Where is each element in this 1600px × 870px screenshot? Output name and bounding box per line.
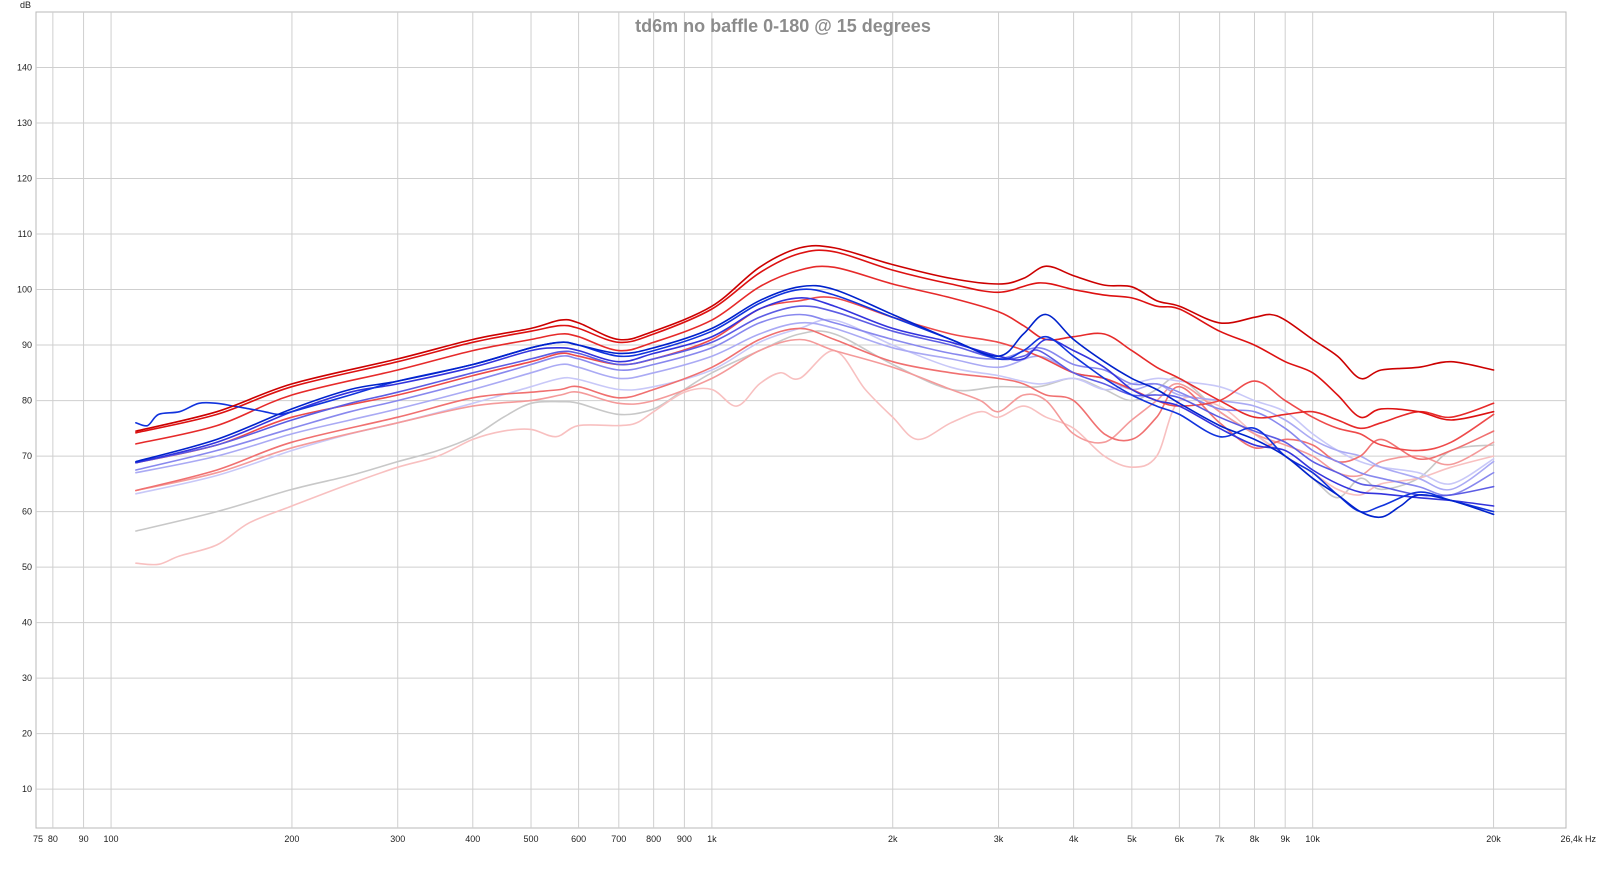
x-tick-label: 75	[33, 834, 43, 844]
y-tick-label: 80	[22, 396, 32, 406]
x-tick-label: 5k	[1127, 834, 1137, 844]
x-tick-label: 6k	[1175, 834, 1185, 844]
series-line	[135, 318, 1495, 495]
series-line	[135, 284, 1495, 519]
series-line	[135, 244, 1495, 432]
x-tick-label: 80	[48, 834, 58, 844]
series-line	[135, 338, 1495, 492]
x-tick-label: 700	[611, 834, 626, 844]
x-tick-label: 200	[284, 834, 299, 844]
y-axis-labels: 10 20 30 40 50 60 70 80 90 100 110 120 130 140	[17, 63, 32, 795]
x-tick-label: 800	[646, 834, 661, 844]
y-tick-label: 40	[22, 618, 32, 628]
x-tick-label: 26,4k Hz	[1560, 834, 1596, 844]
x-tick-label: 2k	[888, 834, 898, 844]
y-tick-label: 130	[17, 118, 32, 128]
x-tick-label: 4k	[1069, 834, 1079, 844]
y-axis-label: dB	[20, 0, 31, 10]
series-group	[135, 244, 1495, 566]
x-tick-label: 300	[390, 834, 405, 844]
x-tick-label: 8k	[1250, 834, 1260, 844]
x-tick-label: 100	[104, 834, 119, 844]
x-axis-labels: 75 80 90 100 200 300 400 500 600 700 800 900 1k 2k 3k 4…	[33, 834, 1596, 844]
x-tick-label: 900	[677, 834, 692, 844]
y-tick-label: 90	[22, 340, 32, 350]
y-tick-label: 10	[22, 784, 32, 794]
y-gridlines	[36, 67, 1566, 790]
x-tick-label: 3k	[994, 834, 1004, 844]
y-tick-label: 60	[22, 507, 32, 517]
chart-title: td6m no baffle 0-180 @ 15 degrees	[635, 16, 931, 36]
x-tick-label: 1k	[707, 834, 717, 844]
y-tick-label: 50	[22, 562, 32, 572]
y-tick-label: 70	[22, 451, 32, 461]
series-line	[135, 265, 1495, 445]
x-tick-label: 9k	[1280, 834, 1290, 844]
series-line	[135, 321, 1495, 491]
series-line	[135, 296, 1495, 464]
y-tick-label: 120	[17, 174, 32, 184]
y-tick-label: 140	[17, 63, 32, 73]
x-tick-label: 7k	[1215, 834, 1225, 844]
y-tick-label: 30	[22, 673, 32, 683]
x-tick-label: 500	[524, 834, 539, 844]
x-tick-label: 400	[465, 834, 480, 844]
x-tick-label: 600	[571, 834, 586, 844]
series-line	[135, 249, 1495, 434]
series-line	[135, 297, 1495, 507]
x-tick-label: 90	[79, 834, 89, 844]
y-tick-label: 20	[22, 729, 32, 739]
y-tick-label: 110	[18, 229, 32, 239]
y-tick-label: 100	[17, 285, 32, 295]
x-tick-label: 20k	[1486, 834, 1501, 844]
series-line	[135, 327, 1495, 492]
x-tick-label: 10k	[1305, 834, 1320, 844]
series-line	[135, 313, 1495, 497]
